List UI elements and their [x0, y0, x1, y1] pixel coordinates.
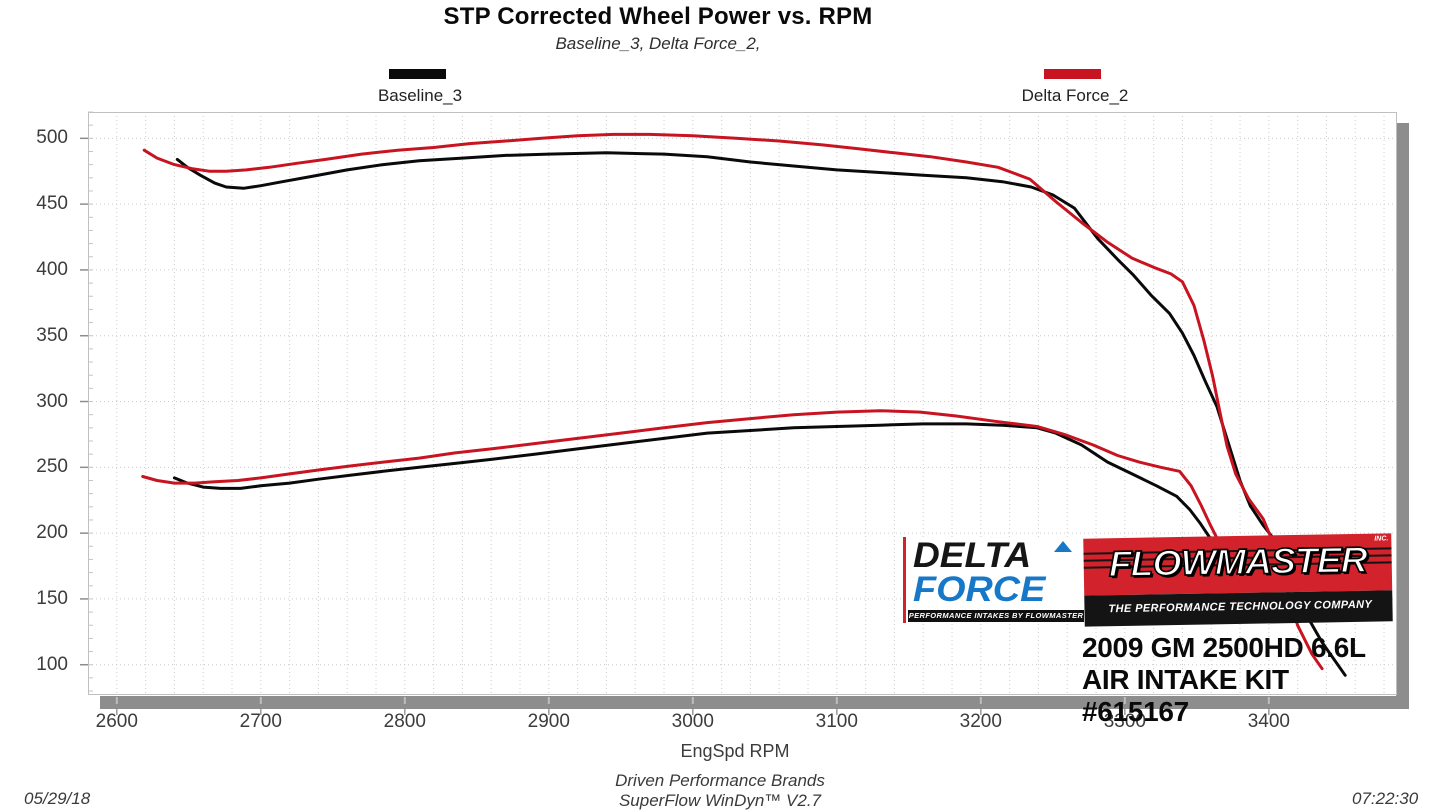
x-tick-label-3300: 3300: [1103, 711, 1146, 732]
series-curve-delta-force-2-secondary-: [141, 409, 1220, 543]
y-tick-label-100: 100: [36, 653, 68, 675]
footer-time: 07:22:30: [1352, 789, 1419, 808]
footer-company: Driven Performance Brands: [615, 771, 825, 790]
x-tick-label-2600: 2600: [95, 711, 138, 732]
series-curve-baseline-3-power-: [175, 151, 1347, 677]
x-axis-title: EngSpd RPM: [680, 741, 790, 761]
delta-force-triangle-icon: [1054, 541, 1072, 552]
x-tick-label-3100: 3100: [815, 711, 858, 732]
series-curve-baseline-3-secondary-: [172, 422, 1213, 542]
flowmaster-logo: FLOWMASTER INC. THE PERFORMANCE TECHNOLO…: [1083, 533, 1393, 627]
x-tick-label-3400: 3400: [1247, 711, 1290, 732]
x-tick-label-2700: 2700: [239, 711, 282, 732]
plot-border: [88, 112, 1397, 695]
y-tick-label-450: 450: [36, 193, 68, 215]
y-tick-label-300: 300: [36, 390, 68, 412]
delta-force-word-delta: DELTA: [913, 536, 1032, 575]
series-curve-delta-force-2-power-: [142, 132, 1324, 671]
flowmaster-red-banner: FLOWMASTER INC.: [1083, 533, 1393, 596]
chart-title: STP Corrected Wheel Power vs. RPM: [443, 3, 873, 30]
flowmaster-tagline: THE PERFORMANCE TECHNOLOGY COMPANY: [1108, 598, 1373, 616]
x-tick-label-3200: 3200: [959, 711, 1002, 732]
delta-force-logo: DELTA FORCE PERFORMANCE INTAKES BY FLOWM…: [903, 537, 1086, 623]
delta-force-tagline: PERFORMANCE INTAKES BY FLOWMASTER: [908, 610, 1084, 622]
legend-swatch-baseline: [389, 69, 446, 79]
legend-swatch-delta-force: [1044, 69, 1101, 79]
legend-label-baseline: Baseline_3: [377, 86, 463, 105]
y-tick-label-150: 150: [36, 587, 68, 609]
vehicle-description-line1: 2009 GM 2500HD 6.6L: [1082, 632, 1366, 663]
flowmaster-inc-label: INC.: [1374, 535, 1389, 543]
y-axis-shadow-bar: [1396, 123, 1409, 709]
y-tick-label-200: 200: [36, 522, 68, 544]
y-tick-label-500: 500: [36, 127, 68, 149]
chart-subtitle: Baseline_3, Delta Force_2,: [555, 34, 761, 53]
x-axis-shadow-bar: [100, 696, 1409, 709]
footer-software: SuperFlow WinDyn™ V2.7: [618, 791, 822, 810]
delta-force-word-force: FORCE: [913, 570, 1046, 609]
x-tick-label-2800: 2800: [383, 711, 426, 732]
vehicle-description-line2: AIR INTAKE KIT #615167: [1082, 664, 1289, 727]
legend-label-delta-force: Delta Force_2: [1021, 86, 1129, 105]
flowmaster-wordmark: FLOWMASTER: [1108, 538, 1368, 585]
y-tick-label-250: 250: [36, 456, 68, 478]
flowmaster-black-band: THE PERFORMANCE TECHNOLOGY COMPANY: [1084, 590, 1393, 627]
footer-date: 05/29/18: [24, 789, 91, 808]
y-tick-label-400: 400: [36, 258, 68, 280]
x-tick-label-3000: 3000: [671, 711, 714, 732]
x-tick-label-2900: 2900: [527, 711, 570, 732]
y-tick-label-350: 350: [36, 324, 68, 346]
